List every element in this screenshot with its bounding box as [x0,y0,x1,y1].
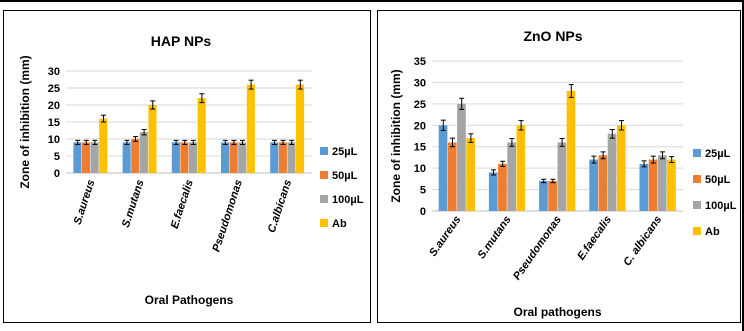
chart0-legend-label-2: 100µL [332,194,364,206]
chart1-y-tick-1: 5 [420,185,426,197]
chart1-x-tick-4: C. albicans [621,214,664,268]
chart1-x-axis-title: Oral pathogens [513,305,601,319]
chart0-y-tick-3: 15 [48,117,60,129]
chart0-y-axis-title: Zone of inhibition (mm) [18,55,32,188]
chart0-x-tick-0: S.aureus [72,178,98,226]
chart0-bar-4-2 [287,142,296,173]
chart1-y-axis-title: Zone of inhibition (mm) [389,69,403,202]
chart1-x-tick-2: Pseudomonas [511,214,564,282]
chart0-x-tick-2: E.faecalis [169,178,196,230]
chart0-bar-3-1 [229,142,238,173]
chart1-bar-3-1 [598,155,608,211]
chart1-legend-swatch-0 [693,149,701,157]
chart1-bar-1-3 [516,125,526,211]
chart0-y-tick-2: 10 [48,134,60,146]
chart1-y-tick-0: 0 [420,206,426,218]
chart1-legend-label-2: 100µL [705,200,737,212]
chart1-bar-0-2 [457,103,466,211]
chart0-bar-1-0 [122,142,131,173]
chart0-bar-4-1 [278,142,287,173]
chart1-y-tick-6: 30 [414,77,426,89]
chart1-x-tick-0: S.aureus [427,214,463,259]
chart0-legend-label-0: 25µL [332,146,358,158]
chart1-legend-label-1: 50µL [705,174,731,186]
chart1-y-tick-4: 20 [414,120,426,132]
chart1-bar-0-3 [466,138,475,211]
chart1-legend-label-0: 25µL [705,148,731,160]
chart0-y-tick-0: 0 [54,168,60,180]
hap-chart-panel: HAP NPs 0 5 10 15 20 25 30 Zone of inhibition (m… [3,10,371,323]
chart1-bar-2-3 [566,91,576,211]
chart0-bar-2-2 [189,142,198,173]
chart1-bar-2-0 [539,181,548,211]
chart1-bar-3-0 [589,159,598,211]
chart1-y-tick-2: 10 [414,163,426,175]
chart1-y-tick-3: 15 [414,142,426,154]
chart1-bar-1-0 [488,172,498,211]
chart1-bar-4-1 [648,159,658,211]
chart1-bar-1-1 [498,163,507,211]
chart1-bar-4-3 [667,159,676,211]
chart1-bar-3-3 [616,125,626,211]
chart0-legend-label-1: 50µL [332,170,358,182]
chart0-y-tick-1: 5 [54,151,60,163]
chart1-bar-2-2 [557,142,567,211]
chart1-legend-label-3: Ab [705,226,720,238]
chart1-bar-2-1 [548,181,557,211]
chart1-bar-4-2 [657,155,667,211]
chart0-x-tick-4: C.albicans [266,178,294,234]
chart1-bar-4-0 [639,163,649,211]
chart0-y-tick-5: 25 [48,83,60,95]
chart0-bar-3-0 [221,142,230,173]
chart0-bar-2-1 [180,142,189,173]
chart0-bar-0-2 [90,142,99,173]
hap-chart: HAP NPs 0 5 10 15 20 25 30 Zone of inhibition (m… [18,33,364,307]
zno-chart: ZnO NPs 0 5 10 15 20 25 30 35 Zone of inhibition … [389,28,737,319]
chart0-bar-4-3 [296,84,305,173]
zno-chart-panel: ZnO NPs 0 5 10 15 20 25 30 35 Zone of inhibition … [377,10,741,323]
chart0-bar-1-2 [139,132,148,173]
chart1-title: ZnO NPs [523,28,582,44]
chart0-bar-2-0 [171,142,180,173]
chart1-y-tick-7: 35 [414,56,426,68]
chart1-legend-swatch-3 [693,227,701,235]
chart1-bar-0-1 [447,142,457,211]
chart1-legend-swatch-1 [693,175,701,183]
chart0-bar-3-3 [246,84,255,173]
chart0-x-axis-title: Oral Pathogens [145,293,234,307]
chart0-bar-0-1 [82,142,91,173]
chart1-bar-3-2 [607,133,617,211]
chart1-bar-1-2 [507,142,516,211]
chart1-y-tick-5: 25 [414,99,426,111]
chart0-legend-swatch-2 [320,195,328,203]
chart0-legend-swatch-3 [320,219,328,227]
chart1-x-tick-1: S.mutans [476,214,514,261]
chart0-bar-1-1 [131,139,140,173]
chart0-x-tick-1: S.mutans [120,178,147,229]
chart0-bar-3-2 [238,142,247,173]
chart0-bar-0-0 [73,142,82,173]
chart0-bar-0-3 [99,118,108,173]
chart1-bar-0-0 [438,125,448,211]
chart1-legend-swatch-2 [693,201,701,209]
chart0-y-tick-6: 30 [48,66,60,78]
chart0-bar-1-3 [148,105,157,173]
chart0-y-tick-4: 20 [48,100,60,112]
chart0-title: HAP NPs [151,33,212,49]
chart0-x-tick-3: Pseudomonas [210,178,245,253]
chart0-legend-swatch-1 [320,171,328,179]
chart1-x-tick-3: E.faecalis [575,214,614,262]
chart0-bar-4-0 [270,142,279,173]
chart0-legend-label-3: Ab [332,218,347,230]
chart0-bar-2-3 [197,98,206,173]
chart0-legend-swatch-0 [320,147,328,155]
